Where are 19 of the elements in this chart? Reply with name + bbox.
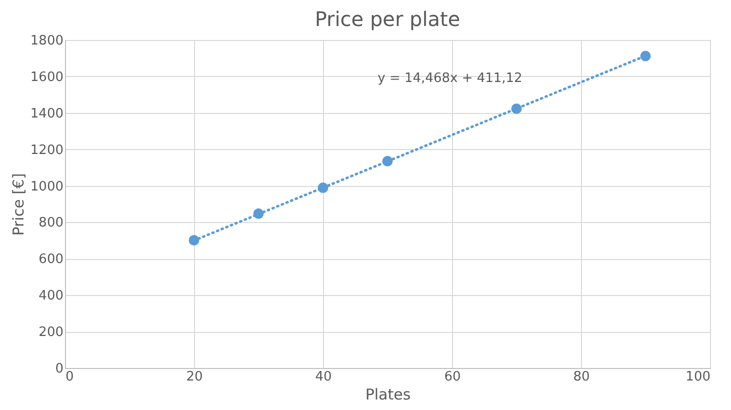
y-tick-label: 600	[38, 252, 64, 268]
x-tick-label: 60	[444, 370, 461, 384]
y-axis-title: Price [€]	[9, 173, 28, 236]
x-tick-label: 100	[686, 370, 710, 384]
x-tick-label: 0	[66, 370, 74, 384]
y-tick-label: 1200	[30, 142, 64, 158]
chart-title: Price per plate	[314, 7, 460, 31]
y-tick-label: 1000	[30, 179, 64, 194]
x-tick-label: 80	[573, 370, 590, 384]
y-tick-label: 1600	[30, 70, 64, 85]
y-tick-label: 800	[38, 216, 64, 231]
x-tick-label: 40	[315, 370, 332, 384]
y-tick-label: 400	[38, 288, 64, 304]
annotation: y = 14,468x + 411,12	[378, 71, 522, 86]
x-axis-title: Plates	[365, 386, 411, 404]
y-tick-label: 1400	[30, 106, 64, 122]
x-tick-label: 20	[186, 370, 203, 384]
y-tick-label: 1800	[30, 34, 64, 48]
y-tick-label: 200	[38, 325, 64, 340]
